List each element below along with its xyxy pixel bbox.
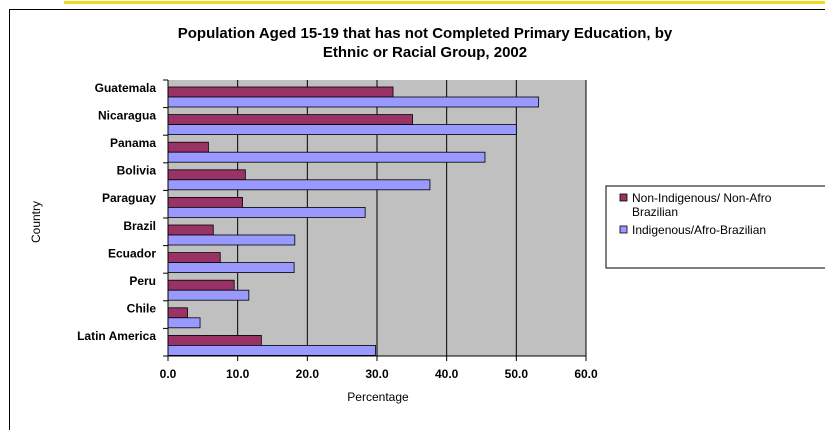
legend-label-non-indigenous-line-2: Brazilian [632,205,678,219]
bar-non-indigenous [167,252,221,264]
bar-indigenous [167,96,540,108]
bar-indigenous [167,206,366,218]
x-tick-label: 60.0 [574,367,598,381]
x-tick-label: 40.0 [435,367,459,381]
top-band [0,0,825,10]
bar-non-indigenous [167,279,235,291]
bar-indigenous [167,234,296,246]
x-tick-label: 20.0 [296,367,320,381]
bar-indigenous [167,289,250,301]
category-label: Peru [129,274,156,288]
x-tick-label: 50.0 [505,367,529,381]
plot-area: 0.0 10.0 20.0 30.0 40.0 50.0 60.0 Guatemala Nica… [77,79,598,381]
category-label: Brazil [123,219,156,233]
bar-non-indigenous [167,86,394,98]
chart-title-line-2: Ethnic or Racial Group, 2002 [323,44,527,61]
bar-indigenous [167,344,377,356]
top-accent-line [64,1,825,4]
bar-non-indigenous [167,307,188,319]
bar-non-indigenous [167,196,243,208]
x-tick-label: 0.0 [160,367,177,381]
bar-non-indigenous [167,224,214,236]
x-tick-label: 10.0 [226,367,250,381]
x-tick-label: 30.0 [365,367,389,381]
bar-non-indigenous [167,114,413,125]
category-label: Bolivia [117,164,157,178]
bar-non-indigenous [167,141,209,153]
bar-indigenous [167,262,295,274]
legend-swatch-indigenous [619,225,628,234]
category-label: Latin America [77,329,156,343]
x-axis-label: Percentage [347,390,409,404]
legend-label-indigenous: Indigenous/Afro-Brazilian [632,223,766,237]
bar-indigenous [167,124,517,135]
bar-non-indigenous [167,334,262,346]
bar-indigenous [167,179,431,191]
legend-box [605,185,825,269]
category-label: Guatemala [95,81,157,95]
category-label: Paraguay [102,191,156,205]
bar-indigenous [167,317,201,329]
legend-swatch-non-indigenous [619,193,628,202]
bar-indigenous [167,151,486,163]
category-label: Ecuador [108,246,156,260]
bar-chart: Population Aged 15-19 that has not Compl… [29,25,825,404]
chart-frame [9,9,825,430]
category-label: Nicaragua [98,108,156,122]
category-label: Chile [127,302,157,316]
chart-title-line-1: Population Aged 15-19 that has not Compl… [178,25,673,42]
legend-label-non-indigenous-line-1: Non-Indigenous/ Non-Afro [632,191,772,205]
y-axis-label: Country [29,201,43,243]
category-label: Panama [110,136,156,150]
bar-non-indigenous [167,169,246,181]
